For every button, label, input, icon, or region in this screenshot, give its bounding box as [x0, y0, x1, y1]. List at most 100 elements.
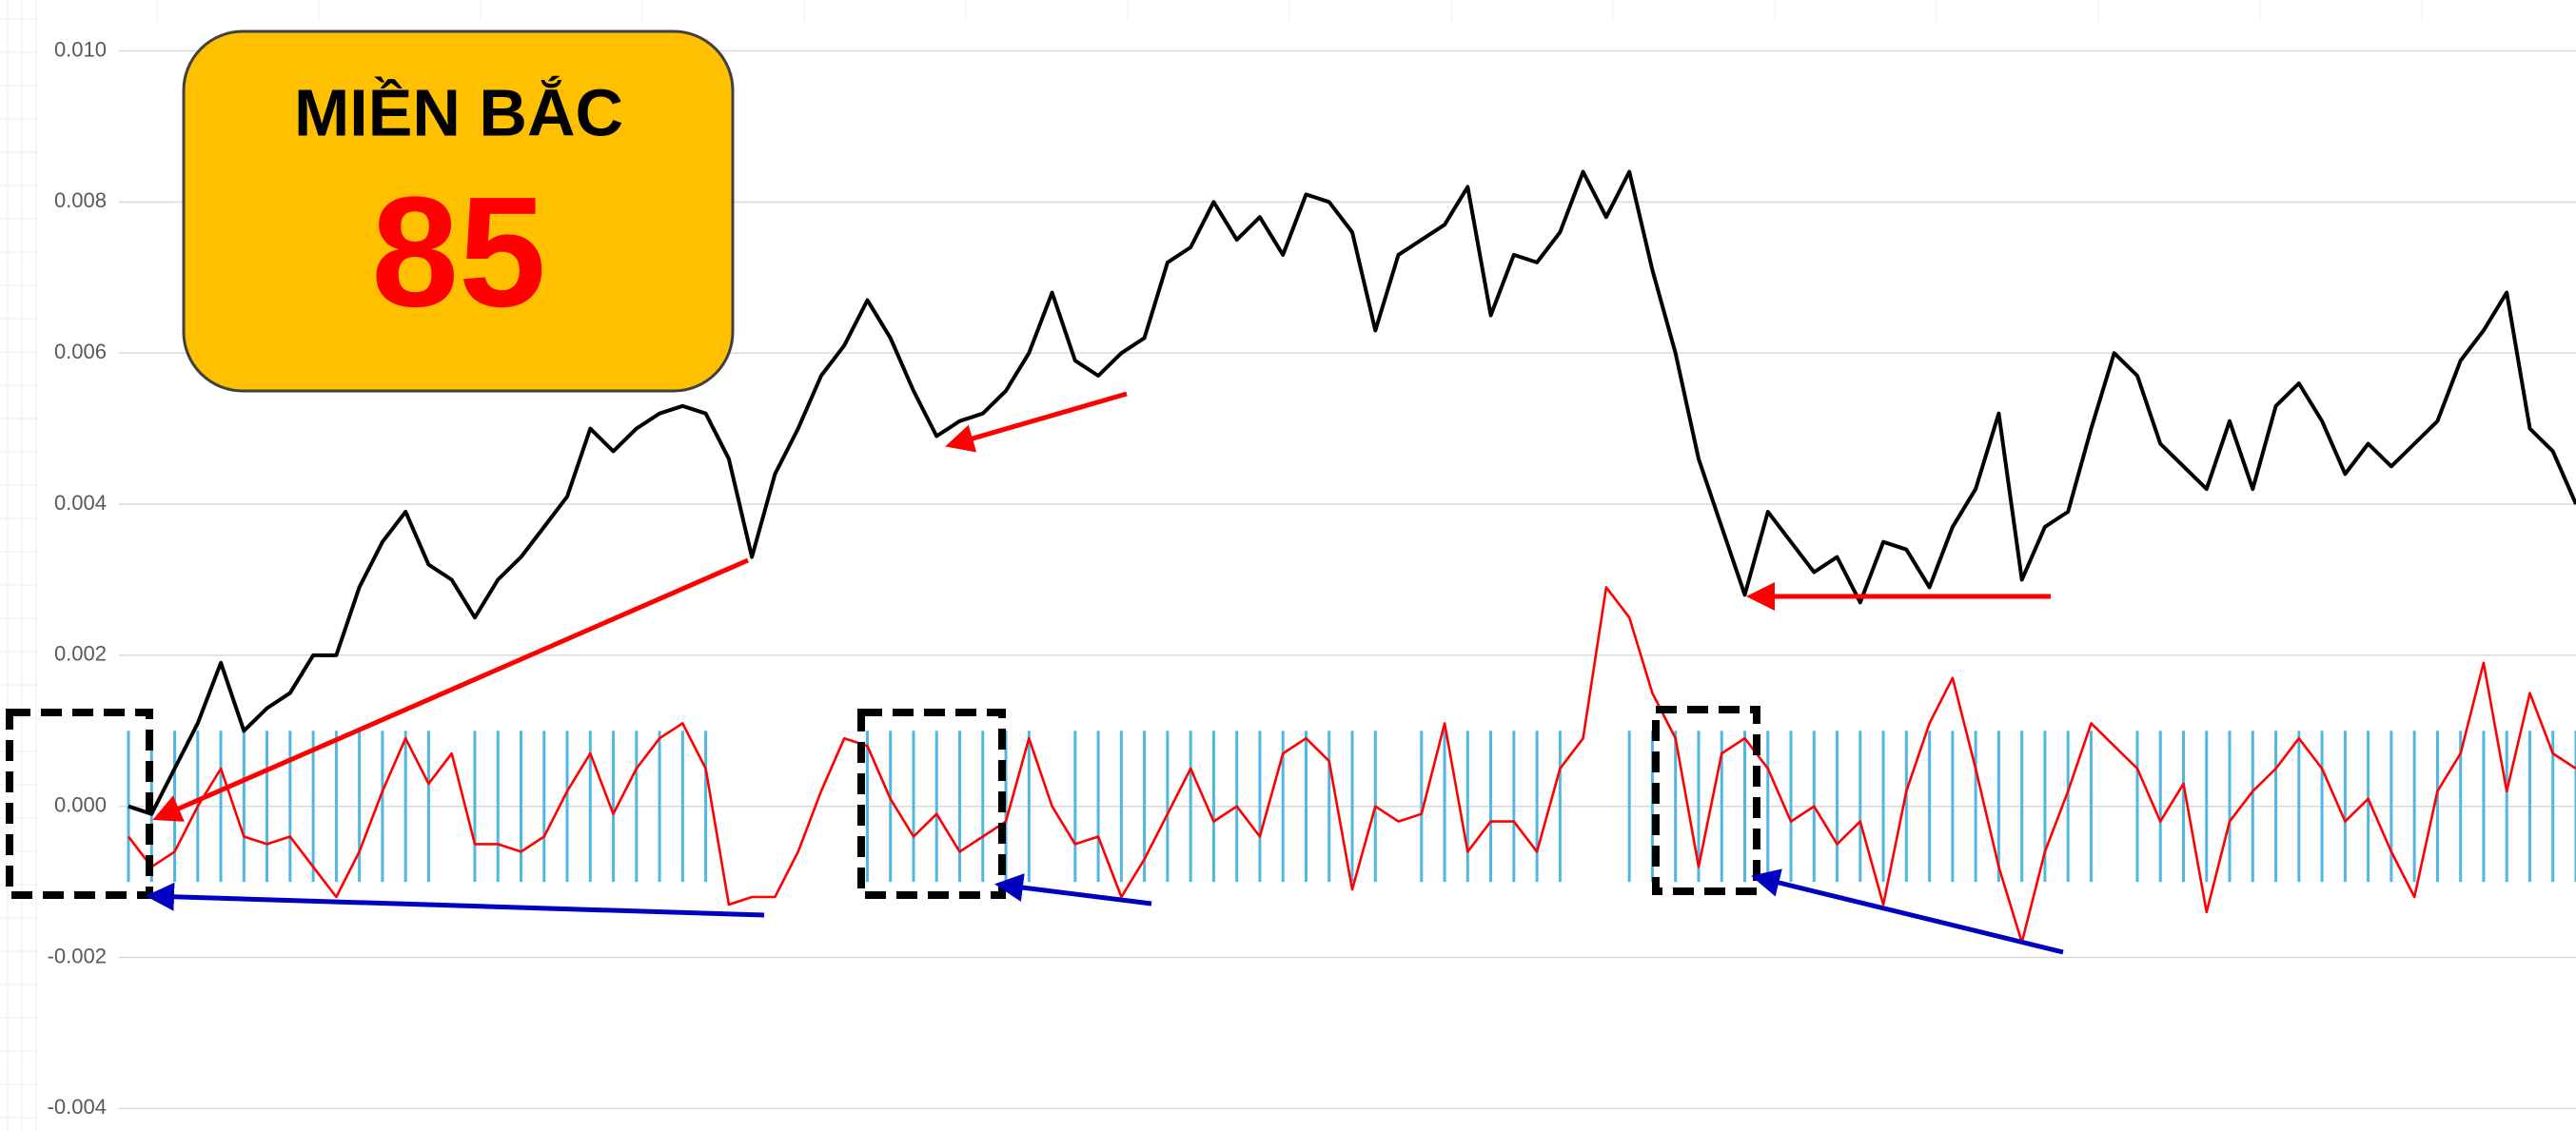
bar: [1858, 731, 1862, 807]
bar: [1119, 731, 1123, 807]
bar: [2527, 731, 2531, 807]
bar: [1143, 731, 1147, 807]
bar: [2505, 806, 2508, 883]
bar: [1766, 806, 1770, 883]
bar: [2228, 806, 2232, 883]
bar: [1211, 731, 1215, 807]
bar: [542, 806, 546, 883]
bar: [403, 731, 407, 807]
bar: [1650, 806, 1654, 883]
bar: [542, 731, 546, 807]
bar: [1697, 806, 1701, 883]
bar: [1073, 731, 1077, 807]
bar: [1742, 806, 1746, 883]
bar: [704, 806, 708, 883]
bar: [2482, 731, 2486, 807]
bar: [2251, 731, 2254, 807]
bar: [1327, 731, 1331, 807]
bar: [1674, 731, 1678, 807]
bar: [1373, 731, 1377, 807]
bar: [2251, 806, 2254, 883]
region-label: MIỀN BẮC: [294, 74, 623, 149]
bar: [889, 806, 893, 883]
bar: [934, 731, 938, 807]
bar: [1812, 731, 1816, 807]
bar: [680, 806, 684, 883]
bar: [2551, 806, 2555, 883]
bar: [1373, 806, 1377, 883]
bar: [2182, 806, 2186, 883]
bar: [865, 806, 869, 883]
bar: [2135, 806, 2139, 883]
bar: [1974, 806, 1977, 883]
line-series: [127, 169, 2576, 944]
bar: [1928, 731, 1932, 807]
bar: [1304, 806, 1308, 883]
bar: [1235, 806, 1239, 883]
bar: [426, 731, 430, 807]
y-axis: 0.010 0.008 0.006 0.004 0.002 0.000 -0.002 -0.0…: [48, 37, 107, 1119]
bar: [311, 731, 315, 807]
bar: [1143, 806, 1147, 883]
bar: [958, 806, 962, 883]
bar: [588, 806, 592, 883]
bar: [334, 806, 338, 883]
bar: [1928, 806, 1932, 883]
bar: [1489, 731, 1493, 807]
bar: [1004, 806, 1008, 883]
bar: [1558, 806, 1562, 883]
bar: [1004, 731, 1008, 807]
bar: [1420, 806, 1424, 883]
bar: [912, 806, 915, 883]
bar: [1512, 806, 1516, 883]
bar: [334, 731, 338, 807]
bar: [1189, 806, 1192, 883]
dashed-box: [6, 709, 153, 899]
bar: [1211, 806, 1215, 883]
data-line: [127, 586, 2576, 944]
bar: [1881, 731, 1885, 807]
bar: [2228, 731, 2232, 807]
bar: [288, 806, 292, 883]
bar: [1996, 806, 2000, 883]
bar: [1465, 731, 1469, 807]
bar: [1443, 731, 1446, 807]
bar: [2367, 806, 2370, 883]
bar: [381, 731, 384, 807]
red-arrow: [945, 391, 1128, 453]
bar: [889, 731, 893, 807]
bar: [1443, 806, 1446, 883]
bar: [2389, 731, 2393, 807]
bar: [565, 806, 569, 883]
bar: [1119, 806, 1123, 883]
red-arrow: [152, 557, 749, 822]
y-tick-label: 0.002: [54, 642, 107, 666]
bar: [358, 806, 362, 883]
bar: [2205, 806, 2209, 883]
bar: [2574, 806, 2576, 883]
bar: [242, 806, 246, 883]
bar: [519, 731, 522, 807]
bar: [1627, 806, 1631, 883]
bar: [311, 806, 315, 883]
bar: [981, 731, 985, 807]
bar: [1281, 731, 1285, 807]
bar: [1027, 806, 1031, 883]
bar: [1420, 731, 1424, 807]
bar: [981, 806, 985, 883]
bar: [1720, 806, 1723, 883]
bar: [2158, 806, 2162, 883]
bar: [219, 806, 223, 883]
bar: [127, 731, 130, 807]
y-tick-label: 0.004: [54, 491, 107, 515]
y-tick-label: -0.004: [48, 1095, 107, 1119]
bar: [1096, 806, 1100, 883]
bar: [658, 731, 661, 807]
bar: [635, 806, 639, 883]
bar: [2066, 731, 2070, 807]
blue-arrow: [994, 873, 1152, 907]
bar: [1258, 806, 1262, 883]
bar: [588, 731, 592, 807]
